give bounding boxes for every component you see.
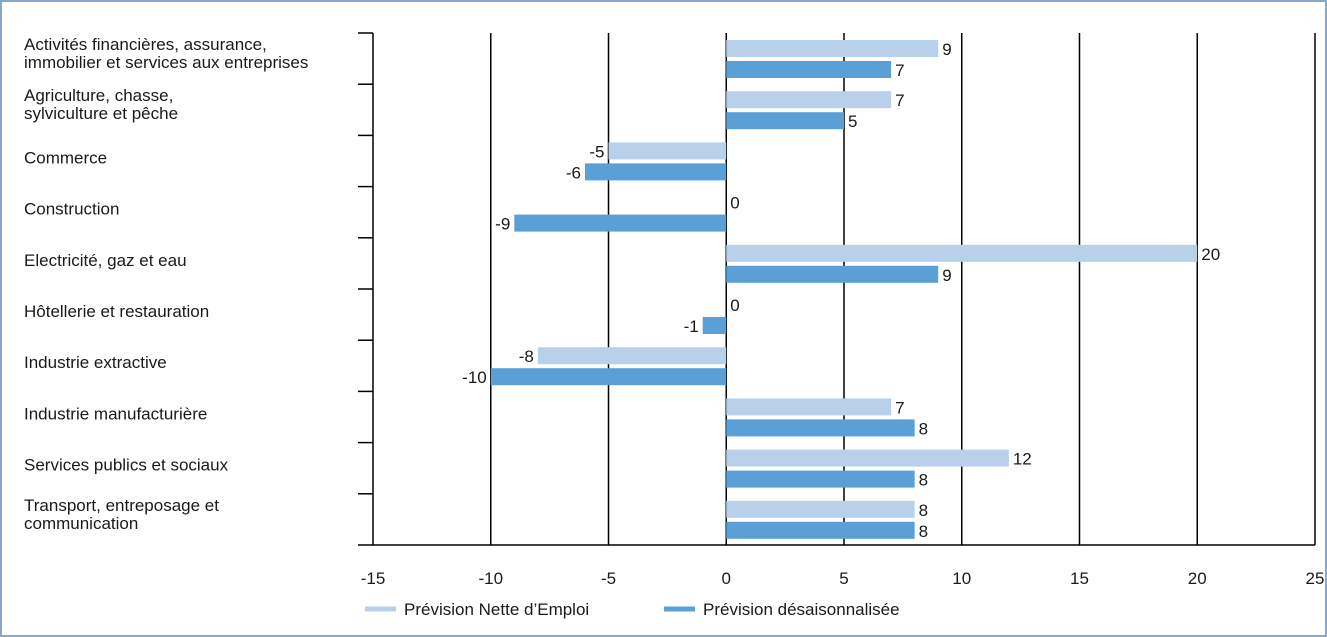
x-tick-label: 25: [1306, 569, 1325, 588]
x-tick-label: 5: [839, 569, 848, 588]
bar: [490, 368, 727, 386]
category-label: Activités financières, assurance, immobil…: [24, 35, 308, 72]
data-label: 8: [919, 501, 928, 520]
legend-label: Prévision Nette d’Emploi: [404, 600, 589, 619]
data-label: 5: [848, 112, 857, 131]
data-label: -10: [462, 368, 487, 387]
bar: [584, 163, 727, 181]
data-label: 7: [895, 398, 904, 417]
category-label-line: communication: [24, 514, 138, 533]
data-label: 8: [919, 419, 928, 438]
bar: [726, 398, 892, 416]
category-label: Industrie manufacturière: [24, 404, 207, 423]
bar: [514, 214, 727, 232]
data-label: 7: [895, 91, 904, 110]
bar: [702, 317, 727, 334]
data-label: -6: [566, 163, 581, 182]
category-label-line: Agriculture, chasse,: [24, 86, 173, 105]
x-tick-label: 0: [722, 569, 731, 588]
data-label: -5: [589, 142, 604, 161]
data-label: -8: [519, 347, 534, 366]
category-label: Hôtellerie et restauration: [24, 302, 209, 321]
x-tick-label: -5: [601, 569, 616, 588]
data-label: -9: [495, 215, 510, 234]
category-label: Commerce: [24, 148, 107, 167]
x-tick-label: 20: [1188, 569, 1207, 588]
bar: [726, 449, 1009, 467]
data-label: 7: [895, 61, 904, 80]
x-tick-label: 15: [1070, 569, 1089, 588]
x-tick-label: -10: [478, 569, 503, 588]
x-tick-label: 10: [952, 569, 971, 588]
bar: [726, 244, 1198, 262]
bar: [608, 142, 727, 160]
category-label-line: Activités financières, assurance,: [24, 35, 267, 54]
bar: [726, 500, 915, 518]
bar: [726, 419, 915, 437]
data-label: 8: [919, 522, 928, 541]
category-label-line: immobilier et services aux entreprises: [24, 53, 308, 72]
legend-label: Prévision désaisonnalisée: [703, 600, 900, 619]
data-label: 0: [730, 194, 739, 213]
data-label: 12: [1013, 450, 1032, 469]
bar: [726, 91, 892, 109]
data-label: 20: [1201, 245, 1220, 264]
category-label: Construction: [24, 200, 119, 219]
bar: [537, 347, 727, 365]
category-label: Agriculture, chasse, sylviculture et pêch…: [24, 86, 178, 123]
category-label: Services publics et sociaux: [24, 456, 229, 475]
category-label-line: Transport, entreposage et: [24, 496, 219, 515]
data-label: 9: [942, 266, 951, 285]
x-tick-label: -15: [361, 569, 386, 588]
category-label: Electricité, gaz et eau: [24, 251, 187, 270]
category-label-line: sylviculture et pêche: [24, 104, 178, 123]
category-label: Transport, entreposage et communication: [24, 496, 219, 533]
data-label: 0: [730, 296, 739, 315]
bar: [726, 470, 915, 488]
data-label: -1: [684, 317, 699, 336]
data-label: 8: [919, 471, 928, 490]
bar: [726, 521, 915, 539]
bar: [726, 40, 939, 57]
data-label: 9: [942, 40, 951, 59]
bar: [726, 61, 892, 78]
category-label: Industrie extractive: [24, 353, 167, 372]
bar: [726, 112, 844, 130]
bar: [726, 265, 939, 283]
